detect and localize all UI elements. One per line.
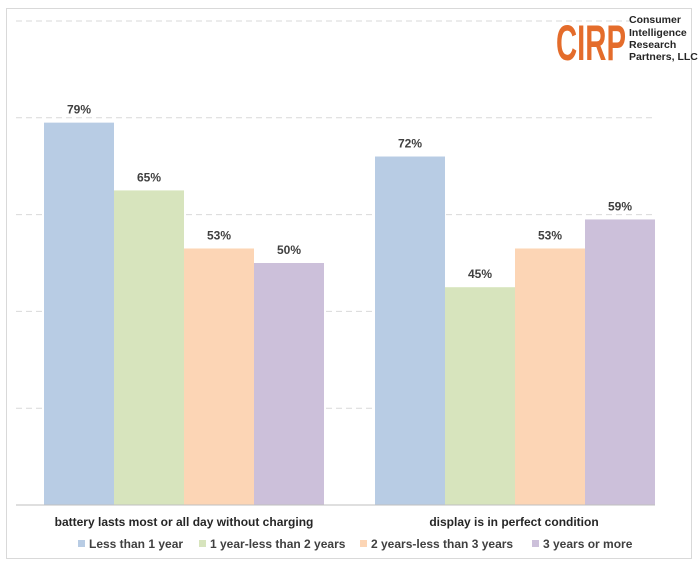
bar <box>515 248 585 506</box>
legend-swatch <box>360 540 367 547</box>
legend: Less than 1 year 1 year-less than 2 years… <box>78 537 633 551</box>
data-label: 50% <box>277 243 301 257</box>
bar <box>445 287 515 505</box>
bar <box>184 248 254 506</box>
bars <box>44 122 655 506</box>
bar <box>585 219 655 505</box>
legend-swatch <box>532 540 539 547</box>
logo-line-research: Research <box>629 39 676 51</box>
data-label: 79% <box>67 103 91 117</box>
data-label: 45% <box>468 267 492 281</box>
legend-label: 3 years or more <box>543 537 633 551</box>
bar <box>114 190 184 505</box>
legend-swatch <box>199 540 206 547</box>
bar <box>375 156 445 505</box>
legend-swatch <box>78 540 85 547</box>
logo-line-intelligence: Intelligence <box>629 27 687 39</box>
category-labels: battery lasts most or all day without ch… <box>55 515 599 529</box>
legend-label: Less than 1 year <box>89 537 183 551</box>
data-label: 53% <box>207 228 231 242</box>
bar <box>254 263 324 505</box>
data-label: 72% <box>398 137 422 151</box>
data-label: 59% <box>608 199 632 213</box>
logo-line-partners: Partners, LLC <box>629 51 698 63</box>
logo-mark: CIRP <box>556 15 626 71</box>
cirp-logo: CIRP Consumer Intelligence Research Part… <box>556 14 698 71</box>
legend-label: 2 years-less than 3 years <box>371 537 513 551</box>
data-labels: 79% 65% 53% 50% 72% 45% 53% 59% <box>67 103 632 282</box>
bar <box>44 122 114 505</box>
data-label: 65% <box>137 170 161 184</box>
logo-line-consumer: Consumer <box>629 14 681 26</box>
category-label-display: display is in perfect condition <box>429 515 598 529</box>
legend-label: 1 year-less than 2 years <box>210 537 346 551</box>
category-label-battery: battery lasts most or all day without ch… <box>55 515 314 529</box>
data-label: 53% <box>538 228 562 242</box>
